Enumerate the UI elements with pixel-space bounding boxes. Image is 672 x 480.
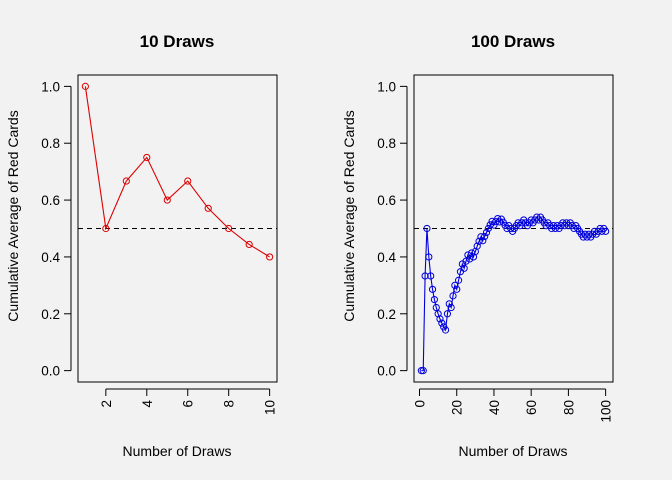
x-axis-label: Number of Draws — [459, 443, 568, 459]
y-tick-label: 0.2 — [377, 307, 396, 322]
x-tick-label: 4 — [140, 400, 155, 408]
data-point — [441, 326, 450, 334]
chart-title: 10 Draws — [140, 32, 215, 51]
chart-title: 100 Draws — [471, 32, 555, 51]
data-point — [419, 367, 427, 375]
y-tick-label: 0.8 — [377, 136, 396, 151]
data-point — [602, 227, 610, 235]
y-tick-label: 0.2 — [41, 307, 60, 322]
data-point — [477, 233, 485, 241]
data-point — [204, 204, 212, 212]
data-point — [460, 264, 468, 272]
data-point — [490, 221, 498, 229]
data-point — [417, 367, 425, 375]
data-point — [494, 214, 502, 223]
data-point — [451, 281, 459, 289]
data-point — [163, 196, 171, 204]
y-tick-label: 1.0 — [377, 79, 396, 94]
data-point — [436, 315, 444, 323]
y-tick-label: 0.0 — [41, 364, 60, 379]
plot-area: 0.0 0.2 0.4 0.6 0.8 1.0 0 20 40 60 80 100 — [377, 74, 614, 423]
x-tick-label: 0 — [413, 400, 428, 408]
data-point — [245, 240, 253, 249]
x-tick-label: 8 — [222, 400, 237, 408]
x-tick-label: 6 — [181, 400, 196, 408]
y-tick-label: 0.4 — [377, 250, 396, 265]
data-point — [453, 285, 461, 293]
data-point — [184, 177, 192, 185]
data-point — [479, 237, 487, 245]
data-point — [428, 285, 437, 293]
data-point — [225, 224, 233, 233]
y-tick-label: 1.0 — [41, 79, 60, 94]
data-point — [445, 300, 453, 308]
y-tick-label: 0.6 — [377, 193, 396, 208]
data-point — [427, 272, 435, 280]
data-point — [481, 232, 489, 241]
data-point — [102, 224, 110, 233]
data-point — [81, 82, 89, 90]
x-tick-label: 2 — [99, 400, 114, 408]
data-point — [447, 303, 455, 312]
x-axis-label: Number of Draws — [123, 443, 232, 459]
data-point — [486, 221, 494, 229]
data-point — [432, 303, 440, 312]
x-tick-label: 10 — [263, 400, 278, 415]
data-point — [423, 224, 431, 233]
data-point — [421, 272, 429, 280]
x-tick-label: 80 — [561, 400, 576, 415]
data-point — [443, 310, 452, 318]
data-point — [143, 153, 151, 162]
y-tick-label: 0.8 — [41, 136, 60, 151]
y-tick-label: 0.0 — [377, 364, 396, 379]
data-point — [484, 224, 492, 233]
data-point — [473, 242, 481, 250]
y-tick-label: 0.4 — [41, 250, 60, 265]
data-point — [122, 177, 130, 185]
data-point — [462, 257, 470, 265]
data-point — [482, 228, 491, 237]
y-tick-label: 0.6 — [41, 193, 60, 208]
x-tick-label: 60 — [524, 400, 539, 415]
y-axis-label: Cumulative Average of Red Cards — [341, 110, 357, 321]
x-tick-label: 20 — [450, 400, 465, 415]
x-tick-label: 100 — [599, 400, 614, 423]
x-tick-label: 40 — [487, 400, 502, 415]
data-point — [430, 295, 438, 304]
data-point — [266, 253, 274, 261]
data-point — [438, 319, 446, 327]
data-point — [468, 249, 476, 257]
data-point — [425, 253, 433, 261]
data-point — [475, 237, 483, 245]
data-point — [488, 217, 496, 225]
data-point — [454, 276, 463, 284]
panel-100-draws: 100 Draws Number of Draws Cumulative Ave… — [341, 32, 614, 459]
panel-10-draws: 10 Draws Number of Draws Cumulative Aver… — [5, 32, 278, 459]
data-point — [449, 292, 457, 300]
data-point — [434, 310, 442, 318]
series-line — [84, 86, 270, 258]
plot-area: 0.0 0.2 0.4 0.6 0.8 1.0 2 4 6 8 10 — [41, 74, 278, 415]
y-axis-label: Cumulative Average of Red Cards — [5, 110, 21, 321]
